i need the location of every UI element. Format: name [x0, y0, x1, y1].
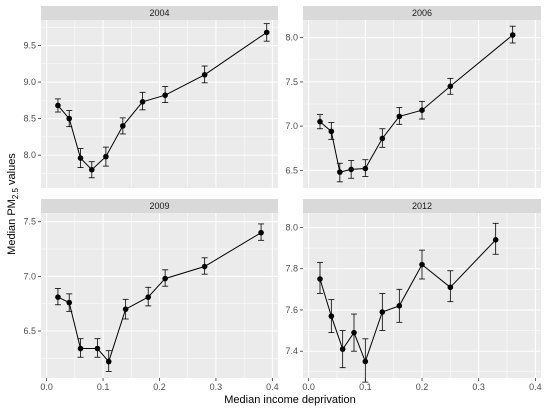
- data-point: [492, 237, 499, 243]
- x-tick-label: 0.0: [40, 382, 53, 392]
- data-point: [447, 83, 454, 90]
- data-point: [55, 294, 61, 300]
- data-point: [94, 345, 101, 352]
- x-tick-label: 0.2: [153, 382, 166, 392]
- data-point: [362, 358, 369, 365]
- data-point: [103, 153, 109, 160]
- data-point: [162, 92, 168, 99]
- data-point: [201, 263, 208, 270]
- y-tick-label: 7.6: [285, 305, 298, 315]
- y-tick-label: 7.4: [285, 346, 298, 356]
- facet-strip: [303, 199, 541, 213]
- x-tick-label: 0.4: [529, 382, 542, 392]
- y-tick-label: 7.0: [285, 121, 298, 131]
- data-point: [362, 165, 369, 172]
- y-tick-label: 7.5: [285, 77, 298, 87]
- y-tick-label: 8.0: [285, 33, 298, 43]
- data-point: [328, 128, 335, 135]
- y-axis-title-subscript: 2.5: [11, 188, 20, 200]
- y-tick-label: 8.5: [23, 114, 36, 124]
- data-point: [88, 166, 95, 173]
- series-line: [57, 232, 262, 363]
- x-tick-label: 0.3: [210, 382, 223, 392]
- x-tick-label: 0.1: [97, 382, 110, 392]
- data-point: [379, 309, 386, 315]
- facet-strip-label: 2004: [149, 8, 169, 18]
- y-tick-label: 8.0: [285, 222, 298, 232]
- data-point: [145, 294, 152, 300]
- data-point: [339, 346, 346, 352]
- data-point: [447, 284, 454, 291]
- data-point: [263, 29, 270, 36]
- data-point: [55, 102, 61, 109]
- data-point: [396, 113, 403, 120]
- series-line: [319, 239, 497, 363]
- data-point: [317, 118, 323, 125]
- y-tick-label: 7.8: [285, 264, 298, 274]
- x-tick-label: 0.1: [359, 382, 372, 392]
- facet-2012: 2012 7.4 7.6 7.8 8.0 0.0 0.1 0.2 0.3 0.4: [285, 199, 542, 392]
- y-tick-label: 7.5: [23, 217, 36, 227]
- x-tick-label: 0.0: [302, 382, 315, 392]
- data-point: [139, 99, 146, 105]
- data-point: [396, 303, 403, 309]
- data-point: [66, 115, 73, 122]
- facet-strip-label: 2006: [412, 8, 432, 18]
- facet-strip-label: 2012: [412, 201, 432, 211]
- data-point: [348, 166, 354, 173]
- y-axis-title-pre: Median PM: [6, 199, 18, 255]
- y-axis-title-post: values: [6, 153, 18, 188]
- data-point: [201, 71, 208, 78]
- data-point: [258, 229, 264, 236]
- data-point: [122, 306, 129, 312]
- data-point: [509, 32, 516, 38]
- data-point: [66, 299, 73, 306]
- y-tick-label: 7.0: [23, 271, 36, 281]
- data-point: [419, 107, 425, 113]
- data-point: [317, 276, 323, 282]
- x-tick-label: 0.2: [416, 382, 429, 392]
- series-line: [57, 31, 267, 171]
- data-point: [105, 358, 112, 365]
- y-tick-label: 9.0: [23, 77, 36, 87]
- data-point: [351, 329, 357, 336]
- facet-2006: 2006 6.5 7.0 7.5 8.0: [285, 6, 541, 188]
- facet-strip: [41, 199, 278, 213]
- facet-strip: [303, 6, 541, 20]
- facet-2004: 2004 8.0 8.5 9.0 9.5: [23, 6, 278, 188]
- data-point: [162, 275, 168, 282]
- data-point: [337, 169, 343, 175]
- series-line: [319, 34, 514, 173]
- y-tick-label: 9.5: [23, 41, 36, 51]
- data-point: [328, 313, 335, 319]
- x-axis-title: Median income deprivation: [224, 394, 355, 406]
- facet-2009: 2009 6.5 7.0 7.5 0.0 0.1 0.2 0.3 0.4: [23, 199, 279, 392]
- facet-panels: 2004 8.0 8.5 9.0 9.5 2006 6.5 7.0 7.5 8.0 2009 6.5 7…: [23, 6, 542, 392]
- data-point: [379, 135, 386, 142]
- x-tick-label: 0.4: [266, 382, 279, 392]
- data-point: [120, 123, 126, 129]
- y-tick-label: 8.0: [23, 150, 36, 160]
- facet-strip: [41, 6, 278, 20]
- facet-strip-label: 2009: [149, 201, 169, 211]
- data-point: [77, 345, 84, 352]
- data-point: [419, 261, 425, 268]
- y-axis-title: Median PM2.5 values: [6, 153, 20, 255]
- y-tick-label: 6.5: [285, 165, 298, 175]
- data-point: [77, 155, 84, 161]
- x-tick-label: 0.3: [472, 382, 485, 392]
- y-tick-label: 6.5: [23, 326, 36, 336]
